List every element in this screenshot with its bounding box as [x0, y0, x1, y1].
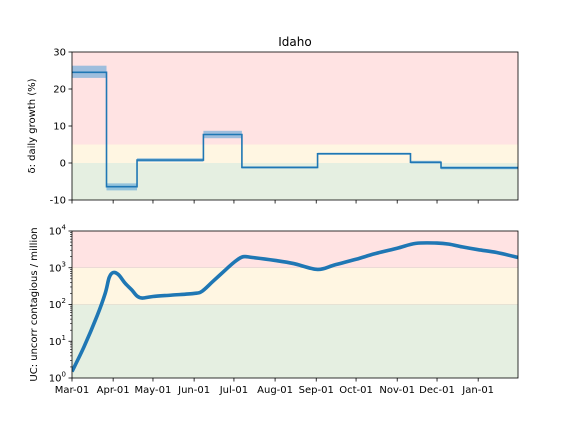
zone-band-0 [72, 52, 518, 145]
growth-ytick-label-0: -10 [50, 196, 66, 207]
contagious-xtick-label-3: Jun-01 [177, 385, 210, 396]
zone-band-log-2 [72, 304, 518, 378]
contagious-xtick-label-4: Jul-01 [219, 385, 248, 396]
contagious-xtick-label-7: Oct-01 [339, 385, 373, 396]
contagious-ytick-exponent-1: 1 [62, 334, 66, 342]
chart-title: Idaho [278, 35, 311, 49]
growth-ylabel: δ: daily growth (%) [27, 78, 38, 173]
contagious-ytick-label-0: 100 [49, 371, 66, 385]
contagious-ytick-label-1: 101 [49, 334, 66, 348]
contagious-xtick-label-0: Mar-01 [55, 385, 90, 396]
growth-ytick-label-2: 10 [53, 122, 66, 133]
growth-panel: -10 0 10 20 30 δ: daily growth (%) [27, 48, 519, 207]
contagious-ytick-label-2: 102 [49, 297, 66, 311]
contagious-ytick-exponent-0: 0 [62, 371, 66, 379]
growth-ytick-label-3: 20 [53, 85, 66, 96]
contagious-xtick-label-2: May-01 [135, 385, 172, 396]
zone-band-log-0 [72, 231, 518, 268]
contagious-xtick-label-8: Nov-01 [379, 385, 415, 396]
contagious-xtick-label-10: Jan-01 [461, 385, 494, 396]
growth-step-line [72, 71, 518, 188]
contagious-xtick-label-5: Aug-01 [257, 385, 293, 396]
growth-ytick-label-1: 0 [60, 159, 66, 170]
contagious-xtick-label-6: Sep-01 [299, 385, 334, 396]
contagious-ytick-exponent-3: 3 [62, 260, 66, 268]
growth-ytick-label-4: 30 [53, 48, 66, 59]
contagious-ytick-exponent-2: 2 [62, 297, 66, 305]
contagious-line [72, 241, 518, 373]
contagious-xtick-label-9: Dec-01 [419, 385, 455, 396]
contagious-ytick-exponent-4: 4 [62, 224, 67, 232]
contagious-ylabel: UC: uncorr contagious / million [29, 227, 40, 381]
contagious-ytick-label-4: 104 [49, 224, 67, 238]
contagious-ytick-label-3: 103 [49, 260, 66, 274]
contagious-xtick-label-1: Apr-01 [97, 385, 130, 396]
